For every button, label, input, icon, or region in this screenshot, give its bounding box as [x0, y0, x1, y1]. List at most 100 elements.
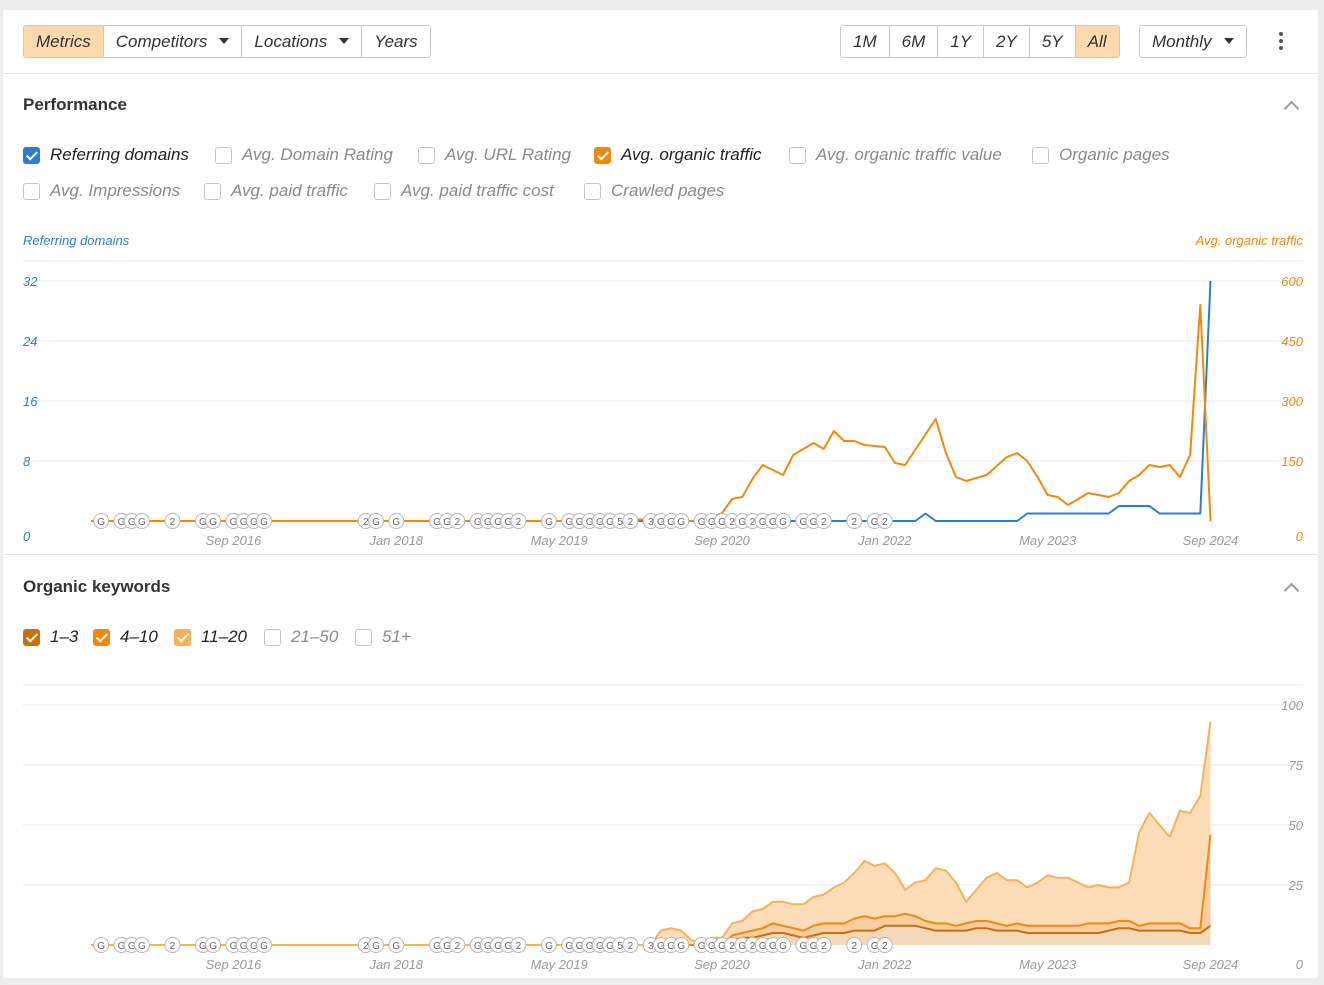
checkbox-unchecked-icon[interactable]	[23, 182, 40, 200]
metrics-button[interactable]: Metrics	[24, 26, 104, 57]
metric-checkbox-avg-paid-traffic-cost[interactable]: Avg. paid traffic cost	[374, 181, 554, 201]
checkbox-unchecked-icon[interactable]	[264, 628, 281, 646]
x-tick-label: Jan 2022	[857, 957, 912, 972]
collapse-performance-chevron-icon[interactable]	[1284, 99, 1298, 113]
annotation-marker-label: G	[677, 517, 685, 528]
metric-checkbox-avg-paid-traffic[interactable]: Avg. paid traffic	[204, 181, 348, 201]
range-2y-button[interactable]: 2Y	[984, 26, 1030, 57]
left-y-tick-label: 8	[23, 454, 31, 469]
annotation-marker-label: G	[209, 517, 217, 528]
annotation-marker-label: G	[667, 517, 675, 528]
interval-dropdown[interactable]: Monthly	[1140, 26, 1246, 57]
range-5y-button[interactable]: 5Y	[1030, 26, 1076, 57]
annotation-marker-label: G	[230, 941, 238, 952]
left-axis-title: Referring domains	[23, 233, 130, 248]
collapse-keywords-chevron-icon[interactable]	[1284, 581, 1298, 595]
checkbox-unchecked-icon[interactable]	[418, 146, 435, 164]
left-y-tick-label: 32	[23, 274, 38, 289]
annotation-marker-label: 2	[170, 941, 176, 952]
annotation-marker-label: 2	[628, 517, 634, 528]
annotation-marker-label: G	[606, 941, 614, 952]
checkbox-unchecked-icon[interactable]	[204, 182, 221, 200]
range-1y-button[interactable]: 1Y	[938, 26, 985, 57]
annotation-marker-circle	[846, 513, 863, 529]
annotation-marker-circle	[673, 513, 690, 529]
annotation-marker-label: G	[199, 941, 207, 952]
annotation-marker-label: G	[372, 941, 380, 952]
annotation-marker-circle	[164, 937, 181, 953]
view-selector: Metrics Competitors Locations Years	[23, 25, 431, 58]
annotation-marker-label: G	[810, 517, 818, 528]
range-6m-button[interactable]: 6M	[890, 26, 939, 57]
checkbox-checked-icon[interactable]	[23, 628, 40, 646]
range-1m-button[interactable]: 1M	[841, 26, 890, 57]
checkbox-unchecked-icon[interactable]	[374, 182, 391, 200]
range-checkbox-3[interactable]: 11–20	[174, 627, 247, 647]
range-checkbox-1[interactable]: 1–3	[23, 627, 78, 647]
annotation-marker-circle	[367, 513, 384, 529]
checkbox-label: Avg. organic traffic value	[816, 145, 1002, 164]
metric-checkbox-avg-impressions[interactable]: Avg. Impressions	[23, 181, 180, 201]
annotation-marker-label: 2	[821, 517, 827, 528]
checkbox-label: Crawled pages	[611, 181, 725, 200]
annotation-marker-label: 2	[750, 517, 756, 528]
metric-checkbox-avg-url-rating[interactable]: Avg. URL Rating	[418, 145, 571, 165]
annotation-marker-label: G	[871, 517, 879, 528]
checkbox-label: 4–10	[120, 627, 158, 646]
checkbox-checked-icon[interactable]	[93, 628, 110, 646]
annotation-marker-label: 5	[617, 517, 623, 528]
annotation-marker-label: 2	[363, 941, 369, 952]
annotation-marker-label: G	[759, 517, 767, 528]
checkbox-label: 21–50	[291, 627, 339, 646]
annotation-marker: 2	[164, 937, 181, 953]
x-tick-label: Sep 2016	[206, 957, 262, 972]
kebab-menu-icon[interactable]	[1271, 32, 1291, 54]
annotation-marker-label: G	[494, 941, 502, 952]
annotation-marker: G	[367, 937, 384, 953]
organic-keywords-title: Organic keywords	[23, 577, 171, 596]
x-tick-label: May 2019	[531, 957, 588, 972]
annotation-marker-label: G	[708, 941, 716, 952]
annotation-marker: 2	[876, 513, 893, 529]
checkbox-unchecked-icon[interactable]	[1032, 146, 1049, 164]
checkbox-unchecked-icon[interactable]	[215, 146, 232, 164]
annotation-marker-label: G	[718, 941, 726, 952]
metric-checkbox-avg-organic-traffic-value[interactable]: Avg. organic traffic value	[789, 145, 1002, 165]
locations-dropdown[interactable]: Locations	[242, 26, 363, 57]
checkbox-checked-icon[interactable]	[23, 146, 40, 164]
checkbox-checked-icon[interactable]	[174, 628, 191, 646]
annotation-marker-label: 2	[851, 941, 857, 952]
competitors-dropdown[interactable]: Competitors	[104, 26, 243, 57]
checkbox-unchecked-icon[interactable]	[789, 146, 806, 164]
annotation-marker-circle	[815, 937, 832, 953]
annotation-marker-circle	[876, 513, 893, 529]
years-button[interactable]: Years	[374, 32, 418, 51]
annotation-marker-label: G	[209, 941, 217, 952]
annotation-marker-label: 2	[729, 941, 735, 952]
metric-checkbox-referring-domains[interactable]: Referring domains	[23, 145, 189, 165]
metric-checkbox-organic-pages[interactable]: Organic pages	[1032, 145, 1170, 165]
annotation-marker-label: G	[657, 941, 665, 952]
x-tick-label: Jan 2018	[369, 957, 424, 972]
metric-checkbox-crawled-pages[interactable]: Crawled pages	[584, 181, 724, 201]
annotation-marker-circle	[540, 937, 557, 953]
range-checkbox-5[interactable]: 51+	[355, 627, 411, 647]
checkbox-unchecked-icon[interactable]	[355, 628, 372, 646]
metric-checkbox-avg-domain-rating[interactable]: Avg. Domain Rating	[215, 145, 393, 165]
toolbar: Metrics Competitors Locations Years 1M 6…	[3, 10, 1318, 74]
checkbox-checked-icon[interactable]	[594, 146, 611, 164]
range-checkbox-2[interactable]: 4–10	[93, 627, 158, 647]
metric-checkbox-avg-organic-traffic[interactable]: Avg. organic traffic	[594, 145, 761, 165]
annotation-marker-label: G	[565, 941, 573, 952]
section-divider	[3, 554, 1318, 555]
right-axis-title: Avg. organic traffic	[1195, 233, 1304, 248]
range-checkbox-4[interactable]: 21–50	[264, 627, 338, 647]
range-all-button[interactable]: All	[1075, 26, 1119, 57]
x-tick-label: May 2023	[1019, 533, 1077, 548]
annotation-marker: 2	[815, 513, 832, 529]
annotation-marker-circle	[93, 513, 110, 529]
keyword-area-3	[91, 721, 1211, 945]
annotation-marker-label: 2	[455, 517, 461, 528]
checkbox-unchecked-icon[interactable]	[584, 182, 601, 200]
